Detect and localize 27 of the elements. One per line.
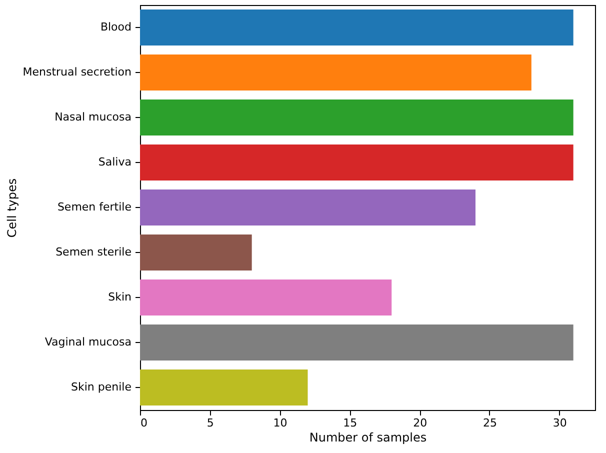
bar xyxy=(140,280,392,316)
bar xyxy=(140,54,532,90)
x-tick-label: 20 xyxy=(413,416,428,430)
bar xyxy=(140,144,574,180)
y-tick-label: Semen fertile xyxy=(57,200,132,214)
bar xyxy=(140,234,252,270)
y-tick-label: Saliva xyxy=(98,156,132,168)
bar xyxy=(140,100,574,136)
x-tick-label: 15 xyxy=(343,416,358,430)
y-tick-label: Blood xyxy=(100,20,132,34)
y-tick-label: Vaginal mucosa xyxy=(44,336,132,348)
y-tick-label: Skin xyxy=(108,290,132,304)
bar xyxy=(140,370,308,406)
x-tick-label: 5 xyxy=(206,416,214,430)
y-tick-label: Menstrual secretion xyxy=(22,66,132,78)
y-tick-label: Nasal mucosa xyxy=(54,110,132,124)
y-tick-label: Semen sterile xyxy=(56,246,132,258)
y-axis-title: Cell types xyxy=(4,178,19,238)
x-tick-label: 25 xyxy=(482,416,497,430)
bar xyxy=(140,190,476,226)
x-tick-label: 30 xyxy=(552,416,567,430)
x-tick-label: 0 xyxy=(140,416,148,430)
y-tick-label: Skin penile xyxy=(71,380,132,394)
x-tick-label: 10 xyxy=(273,416,288,430)
bar xyxy=(140,324,574,360)
x-axis-title: Number of samples xyxy=(309,430,427,444)
bar xyxy=(140,10,574,46)
